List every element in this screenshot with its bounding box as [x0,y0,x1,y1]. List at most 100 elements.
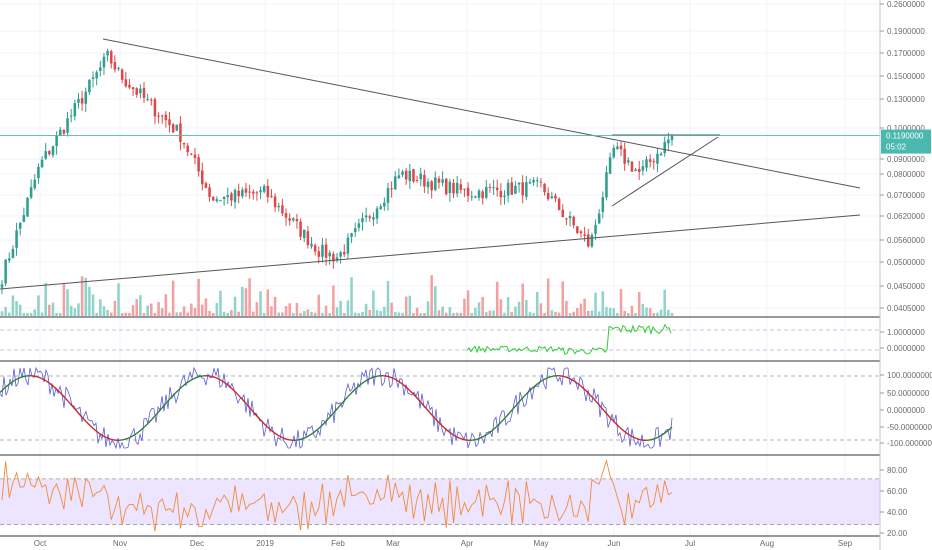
time-axis-label[interactable]: Jul [685,539,695,548]
stoch-d-segment [181,384,185,388]
stoch-d-segment [231,388,235,392]
price-axis-label[interactable]: 0.0500000 [887,258,925,267]
stoch-d-segment [663,431,667,435]
stochastic-pane [0,366,880,450]
time-axis-label[interactable]: Feb [331,539,345,548]
time-axis-label[interactable]: Nov [113,539,127,548]
price-axis[interactable]: 0.2600000 0.1900000 0.1700000 0.1500000 0.13… [880,0,925,313]
candle-body [536,180,539,182]
stoch-d-segment [221,380,225,383]
volume-bar [266,289,270,316]
candle-body [73,103,77,117]
stoch-d-segment [343,398,347,402]
time-axis-label[interactable]: Mar [386,539,400,548]
time-axis-label[interactable]: Apr [461,539,474,548]
price-axis-label[interactable]: 0.0560000 [887,236,925,245]
candle-body [299,221,302,237]
volume-bar [150,303,153,316]
stoch-d-segment [159,407,163,411]
grid [0,0,880,536]
volume-bar [455,312,459,316]
candle-body [481,191,484,199]
pane-dividers[interactable] [0,0,881,550]
price-axis-label[interactable]: 0.1500000 [887,72,925,81]
price-axis-label[interactable]: 0.2600000 [887,0,925,9]
volume-bar [419,312,423,316]
stoch-d-segment [527,389,531,393]
stoch-d-segment [211,375,215,378]
stoch-d-segment [157,409,161,413]
price-axis-label[interactable]: 0.0800000 [887,170,925,179]
time-axis-label[interactable]: 2019 [256,539,274,548]
price-candles[interactable] [0,48,674,295]
volume-bar [361,311,364,316]
candle-body [415,179,419,181]
stoch-d-segment [405,386,409,390]
trendline-3[interactable] [611,136,719,207]
candle-body [645,159,648,168]
candle-body [627,160,630,163]
price-axis-label[interactable]: 0.1900000 [887,27,925,36]
candle-body [601,197,605,212]
volume-bar [62,283,66,316]
price-axis-label[interactable]: 0.0405000 [887,304,925,313]
volume-bars [0,275,674,316]
stoch-d-segment [609,416,613,421]
volume-bar [561,281,565,316]
candle-body [543,183,546,193]
volume-bar [241,286,244,316]
trendlines[interactable] [0,38,880,290]
stoch-d-segment [263,423,267,427]
trendline-0[interactable] [102,38,861,189]
stoch-d-segment [401,383,405,386]
stoch-d-segment [247,405,251,409]
time-axis[interactable]: Oct Nov Dec 2019 Feb Mar Apr May Jun Jul Aug Sep [34,539,853,548]
time-axis-label[interactable]: Sep [838,539,853,548]
candle-body [37,166,40,179]
stoch-k-line [0,366,673,450]
time-axis-label[interactable]: May [533,539,548,548]
candle-body [215,199,219,202]
time-axis-label[interactable]: Oct [34,539,47,548]
stoch-d-segment [435,419,439,423]
candle-body [4,259,7,284]
time-axis-label[interactable]: Dec [190,539,204,548]
volume-bar [463,298,466,316]
stoch-d-segment [517,400,521,404]
trendline-1[interactable] [0,214,861,290]
stoch-d-segment [519,398,523,402]
price-axis-label[interactable]: 0.1000000 [887,124,925,133]
volume-bar [510,312,514,316]
candle-body [211,197,215,201]
stoch-d-segment [149,418,153,422]
time-axis-label[interactable]: Jun [608,539,621,548]
stoch-d-segment [129,435,133,438]
volume-bar [353,312,357,316]
price-axis-label[interactable]: 0.1300000 [887,95,925,104]
price-axis-label[interactable]: 0.0620000 [887,212,925,221]
stoch-d-segment [331,411,335,416]
candle-body [219,200,222,202]
time-axis-label[interactable]: Aug [760,539,774,548]
stoch-d-segment [409,390,413,394]
stoch-axis-label: -50.0000000 [887,423,932,432]
stoch-d-segment [171,394,175,398]
stoch-d-segment [127,436,131,439]
volume-bar [284,306,288,316]
stoch-d-segment [613,421,617,425]
stoch-d-segment [569,378,573,381]
candle-body [8,258,11,261]
price-axis-label[interactable]: 0.0700000 [887,191,925,200]
candle-body [146,98,149,100]
stoch-d-segment [371,376,375,379]
candle-body [113,62,117,70]
price-axis-label[interactable]: 0.0450000 [887,282,925,291]
stoch-d-segment [593,398,597,402]
stoch-d-segment [197,375,201,378]
price-axis-label[interactable]: 0.0900000 [887,155,925,164]
candle-body [361,218,364,223]
stoch-d-segment [227,384,231,388]
price-axis-label[interactable]: 0.1700000 [887,49,925,58]
stoch-d-segment [655,436,659,439]
